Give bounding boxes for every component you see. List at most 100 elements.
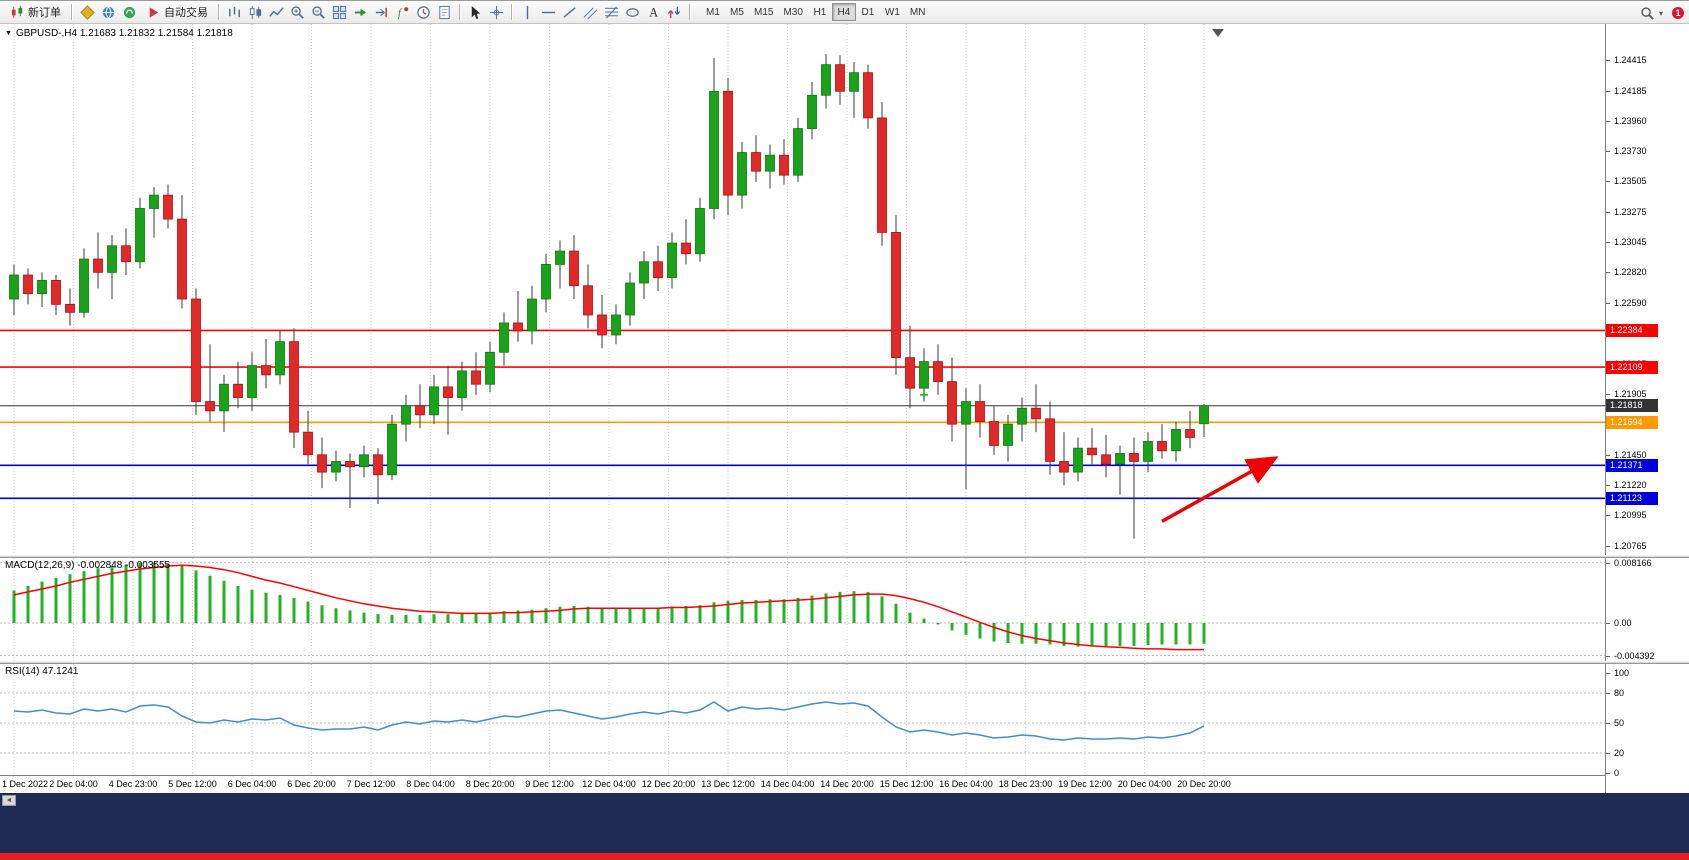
bar-chart-button[interactable] [224, 2, 245, 22]
vertical-line-icon [520, 5, 535, 20]
timeframe-m15-button[interactable]: M15 [749, 3, 778, 21]
toolbar-separator [71, 4, 73, 20]
timeframe-h4-button[interactable]: H4 [831, 3, 856, 21]
time-axis-label: 12 Dec 04:00 [582, 779, 636, 789]
timeframe-m30-button[interactable]: M30 [778, 3, 807, 21]
new-order-button[interactable]: 新订单 [4, 2, 67, 22]
community-button[interactable] [119, 2, 140, 22]
time-axis-label: 5 Dec 12:00 [168, 779, 217, 789]
grid-lines [0, 664, 1605, 775]
main-chart-panel[interactable]: ▼ GBPUSD-,H4 1.21683 1.21832 1.21584 1.21… [0, 24, 1605, 555]
candle-chart-button[interactable] [245, 2, 266, 22]
axis-tick [1606, 515, 1610, 517]
macd-axis-label: 0.00 [1614, 618, 1632, 628]
notification-badge[interactable]: 1 [1671, 6, 1685, 20]
axis-tick [1606, 623, 1610, 624]
auto-trading-label: 自动交易 [164, 7, 208, 19]
price-axis-label: 1.24185 [1614, 85, 1647, 96]
auto-trading-button[interactable]: 自动交易 [140, 2, 214, 22]
templates-button[interactable] [434, 2, 455, 22]
macd-panel[interactable]: MACD(12,26,9) -0.002848 -0.003555 [0, 558, 1605, 661]
axis-tick [1606, 303, 1610, 304]
time-axis-label: 18 Dec 23:00 [998, 779, 1053, 789]
horizontal-line-icon [541, 5, 556, 20]
horizontal-lines[interactable] [0, 329, 1605, 500]
time-axis-label: 6 Dec 04:00 [227, 779, 277, 789]
toolbar-separator [689, 4, 691, 20]
macd-axis-label: 0.008166 [1614, 557, 1652, 568]
timeframe-d1-button[interactable]: D1 [856, 3, 880, 21]
grid-lines [13, 24, 1205, 555]
window-bottom-band: ◄ [0, 793, 1689, 853]
indicators-button[interactable]: f [392, 2, 413, 22]
price-axis-label: 1.24415 [1614, 55, 1647, 65]
symbol-ohlc-text: GBPUSD-,H4 1.21683 1.21832 1.21584 1.218… [15, 28, 233, 39]
resistance-price-tag: 1.22109 [1606, 360, 1658, 374]
chart-shift-marker-icon[interactable] [1212, 29, 1224, 37]
chevron-down-icon: ▾ [1658, 8, 1663, 18]
time-axis-label: 13 Dec 12:00 [701, 779, 755, 789]
toolbar-separator [511, 4, 513, 20]
zoom-in-button[interactable] [287, 2, 308, 22]
chart-title: ▼ GBPUSD-,H4 1.21683 1.21832 1.21584 1.21… [5, 28, 233, 39]
macd-chart[interactable] [0, 558, 1605, 661]
search-icon [1640, 6, 1655, 21]
timeframe-w1-button[interactable]: W1 [880, 3, 905, 21]
axis-tick [1606, 753, 1610, 754]
toolbar-separator [218, 4, 220, 20]
channel-button[interactable] [580, 2, 601, 22]
trendline-button[interactable] [559, 2, 580, 22]
timeframe-h1-button[interactable]: H1 [808, 3, 832, 21]
mql5-button[interactable] [77, 2, 98, 22]
trend-arrow-annotation[interactable] [1161, 456, 1279, 523]
arrows-button[interactable] [664, 2, 685, 22]
axis-tick [1606, 454, 1610, 456]
chart-shift-button[interactable] [371, 2, 392, 22]
new-order-icon [10, 5, 25, 20]
crosshair-icon [489, 5, 504, 20]
zoom-out-button[interactable] [308, 2, 329, 22]
line-chart-button[interactable] [266, 2, 287, 22]
price-axis-label: 1.23045 [1614, 237, 1647, 248]
timeframe-m1-button[interactable]: M1 [701, 3, 725, 21]
timeframe-toolbar: M1 M5 M15 M30 H1 H4 D1 W1 MN [701, 3, 930, 21]
market-button[interactable] [98, 2, 119, 22]
rsi-axis-label: 50 [1614, 718, 1625, 728]
panel-splitter[interactable] [0, 661, 1689, 664]
rsi-axis-label: 100 [1614, 668, 1630, 678]
axis-tick [1606, 485, 1610, 487]
macd-histogram [12, 563, 1206, 647]
one-click-trading-toggle-icon[interactable]: ▼ [5, 30, 12, 37]
auto-scroll-button[interactable] [350, 2, 371, 22]
cursor-icon [468, 5, 483, 20]
rsi-chart[interactable] [0, 664, 1605, 775]
cursor-button[interactable] [465, 2, 486, 22]
text-button[interactable]: A [643, 2, 664, 22]
rsi-axis-label: 20 [1614, 748, 1625, 758]
periods-button[interactable] [413, 2, 434, 22]
time-axis-label: 1 Dec 2022 [2, 779, 49, 789]
timeframe-m5-button[interactable]: M5 [725, 3, 749, 21]
search-button[interactable]: ▾ [1637, 3, 1666, 23]
price-axis-label: 1.23275 [1614, 206, 1647, 217]
rsi-line [13, 701, 1205, 741]
axis-tick [1606, 181, 1610, 183]
scrollbar-left-arrow[interactable]: ◄ [2, 795, 16, 806]
axis-tick [1606, 90, 1610, 92]
tile-windows-button[interactable] [329, 2, 350, 22]
crosshair-button[interactable] [486, 2, 507, 22]
shapes-button[interactable] [622, 2, 643, 22]
indicators-icon: f [395, 5, 410, 20]
fibonacci-button[interactable] [601, 2, 622, 22]
timeframe-mn-button[interactable]: MN [905, 3, 931, 21]
horizontal-line-button[interactable] [538, 2, 559, 22]
time-axis[interactable]: 1 Dec 2022 2 Dec 04:00 4 Dec 23:00 5 Dec 12… [0, 775, 1605, 793]
price-axis[interactable]: 1.24415 1.24185 1.23960 1.23730 1.23505 1.232… [1605, 24, 1689, 793]
price-axis-label: 1.20995 [1614, 510, 1647, 521]
panel-splitter[interactable] [0, 555, 1689, 558]
time-axis-label: 15 Dec 12:00 [879, 779, 934, 789]
vertical-line-button[interactable] [517, 2, 538, 22]
candlestick-chart[interactable] [0, 24, 1605, 555]
rsi-panel[interactable]: RSI(14) 47.1241 [0, 664, 1605, 775]
mql5-icon [80, 4, 95, 20]
